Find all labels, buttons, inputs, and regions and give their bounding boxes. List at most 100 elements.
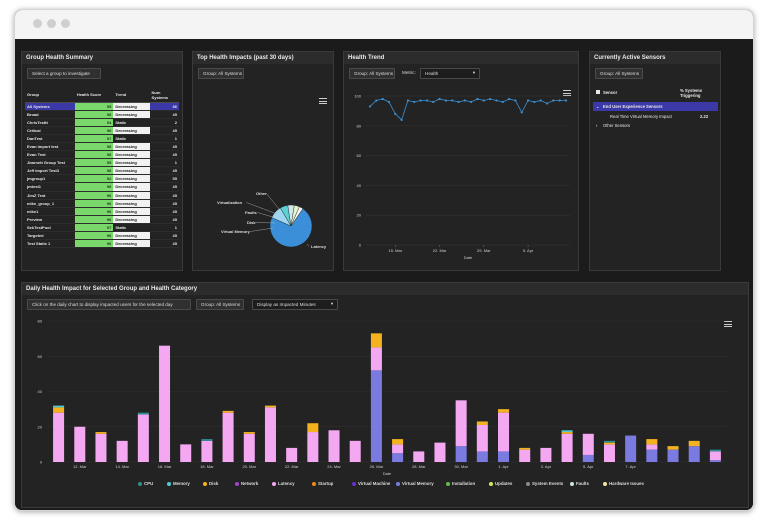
legend-item[interactable]: Installation bbox=[446, 481, 475, 486]
col-header-sensor[interactable]: Sensor bbox=[603, 90, 618, 95]
chart-menu-icon[interactable] bbox=[319, 98, 327, 105]
legend-label: Faults bbox=[576, 481, 589, 486]
display-select[interactable]: Display as Impacted Minutes ▼ bbox=[252, 299, 338, 310]
select-all-checkbox[interactable] bbox=[596, 90, 600, 94]
group-cell: Jbarnett Group Test bbox=[25, 158, 75, 168]
select-group-button[interactable]: Select a group to investigate bbox=[27, 68, 101, 79]
legend-item[interactable]: Hardware Issues bbox=[603, 481, 644, 486]
bar-segment bbox=[498, 409, 510, 413]
trend-cell: Decreasing bbox=[113, 191, 150, 200]
y-tick-label: 40 bbox=[357, 183, 362, 188]
sensor-group-label[interactable]: Other Sensors bbox=[603, 123, 630, 128]
group-cell: Jeff Import Test3 bbox=[25, 166, 75, 176]
trend-point bbox=[444, 99, 447, 102]
bar-segment bbox=[667, 449, 679, 462]
table-row[interactable]: DanTest 97 Static 1 bbox=[25, 134, 179, 143]
col-header-trend[interactable]: Trend bbox=[113, 88, 150, 103]
x-tick-label: 24. Mar bbox=[327, 464, 341, 469]
bar-segment bbox=[53, 412, 65, 462]
legend-label: System Events bbox=[532, 481, 564, 486]
daily-impact-panel: Daily Health Impact for Selected Group a… bbox=[21, 282, 749, 508]
group-filter-button[interactable]: Group: All Systems bbox=[196, 299, 244, 310]
trend-cell: Decreasing bbox=[113, 166, 150, 176]
table-row[interactable]: Targeted 96 Decreasing 45 bbox=[25, 231, 179, 241]
table-row[interactable]: Jbarnett Group Test 95 Decreasing 1 bbox=[25, 158, 179, 168]
group-cell: Preview bbox=[25, 215, 75, 224]
expand-icon[interactable]: ⌄ bbox=[596, 104, 600, 109]
chart-menu-icon[interactable] bbox=[563, 90, 571, 97]
y-tick-label: 0 bbox=[40, 460, 43, 465]
legend-item[interactable]: Faults bbox=[570, 481, 589, 486]
pie-connector bbox=[255, 222, 276, 224]
legend-swatch-icon bbox=[489, 481, 493, 486]
legend-item[interactable]: Updates bbox=[489, 481, 512, 486]
col-header-group[interactable]: Group bbox=[25, 88, 75, 103]
legend-item[interactable]: CPU bbox=[138, 481, 153, 486]
health-score-cell: 96 bbox=[74, 110, 114, 119]
table-row[interactable]: jmtest1 96 Decreasing 45 bbox=[25, 182, 179, 192]
table-row[interactable]: JimZ Test 96 Decreasing 45 bbox=[25, 191, 179, 200]
table-row[interactable]: Evan Import test 96 Decreasing 45 bbox=[25, 142, 179, 152]
trend-point bbox=[406, 99, 410, 102]
legend-swatch-icon bbox=[167, 481, 171, 486]
table-row[interactable]: ChrisTesttt 94 Static 2 bbox=[25, 118, 179, 127]
table-row[interactable]: mike_group_1 96 Decreasing 45 bbox=[25, 199, 179, 208]
num-systems-cell: 45 bbox=[149, 239, 179, 249]
group-cell: mike1 bbox=[25, 207, 75, 216]
legend-item[interactable]: Latency bbox=[272, 481, 295, 486]
chart-menu-icon[interactable] bbox=[724, 321, 732, 328]
window-dot-icon[interactable] bbox=[47, 19, 56, 28]
table-row[interactable]: All Systems 95 Decreasing 36 bbox=[25, 102, 179, 111]
x-tick-label: 7. Apr bbox=[625, 464, 636, 469]
legend-item[interactable]: Memory bbox=[167, 481, 190, 486]
bar-segment bbox=[264, 405, 276, 408]
sensor-label[interactable]: Real Time Virtual Memory Impact bbox=[610, 114, 672, 119]
metric-select[interactable]: Health ▼ bbox=[420, 68, 480, 79]
x-tick-label: 14. Mar bbox=[115, 464, 129, 469]
sensor-group-label[interactable]: End User Experience Sensors bbox=[603, 104, 663, 109]
legend-item[interactable]: Disk bbox=[203, 481, 218, 486]
window-dot-icon[interactable] bbox=[61, 19, 70, 28]
num-systems-cell: 45 bbox=[149, 110, 179, 119]
expand-icon[interactable]: › bbox=[596, 123, 598, 128]
sensor-row-selected[interactable] bbox=[593, 102, 718, 111]
table-row[interactable]: Critical 90 Decreasing 45 bbox=[25, 126, 179, 135]
table-row[interactable]: Evan Test 96 Decreasing 45 bbox=[25, 150, 179, 160]
window-dot-icon[interactable] bbox=[33, 19, 42, 28]
bar-segment bbox=[667, 446, 679, 450]
table-row[interactable]: jmgroup1 92 Decreasing 55 bbox=[25, 174, 179, 184]
chart-legend: CPU Memory Disk Network Latency Startup Virtua… bbox=[22, 481, 750, 491]
legend-item[interactable]: Network bbox=[235, 481, 258, 486]
health-score-cell: 96 bbox=[74, 150, 114, 160]
x-tick-label: 22. Mar bbox=[433, 248, 447, 253]
legend-item[interactable]: Virtual Machine bbox=[352, 481, 390, 486]
bar-segment bbox=[243, 433, 255, 462]
bar-segment bbox=[498, 412, 510, 452]
panel-title: Group Health Summary bbox=[22, 52, 182, 64]
table-row[interactable]: SekTestPool 97 Static 1 bbox=[25, 223, 179, 233]
pie-label: Virtualization bbox=[217, 200, 243, 205]
col-header-num-systems[interactable]: Num Systems bbox=[149, 88, 179, 103]
legend-item[interactable]: Startup bbox=[312, 481, 333, 486]
group-cell: Broad bbox=[25, 110, 75, 119]
legend-item[interactable]: System Events bbox=[526, 481, 563, 486]
num-systems-cell: 1 bbox=[149, 134, 179, 143]
bar-segment bbox=[392, 444, 404, 454]
group-filter-button[interactable]: Group: All Systems bbox=[595, 68, 643, 79]
pie-slice bbox=[290, 206, 304, 227]
bar-segment bbox=[476, 421, 488, 425]
trend-point bbox=[552, 99, 555, 102]
table-row[interactable]: Broad 96 Decreasing 45 bbox=[25, 110, 179, 119]
col-header-health-score[interactable]: Health Score bbox=[74, 88, 114, 103]
bar-segment bbox=[53, 405, 65, 408]
table-row[interactable]: Jeff Import Test3 96 Decreasing 45 bbox=[25, 166, 179, 176]
table-row[interactable]: Preview 96 Decreasing 45 bbox=[25, 215, 179, 224]
table-row[interactable]: Test Static 1 96 Decreasing 45 bbox=[25, 239, 179, 249]
num-systems-cell: 45 bbox=[149, 142, 179, 152]
legend-item[interactable]: Virtual Memory bbox=[396, 481, 434, 486]
col-header-pct[interactable]: % Systems Triggering bbox=[680, 88, 703, 98]
trend-point bbox=[564, 99, 568, 102]
group-filter-button[interactable]: Group: All Systems bbox=[349, 68, 395, 79]
table-row[interactable]: mike1 96 Decreasing 45 bbox=[25, 207, 179, 216]
group-filter-button[interactable]: Group: All Systems bbox=[198, 68, 244, 79]
